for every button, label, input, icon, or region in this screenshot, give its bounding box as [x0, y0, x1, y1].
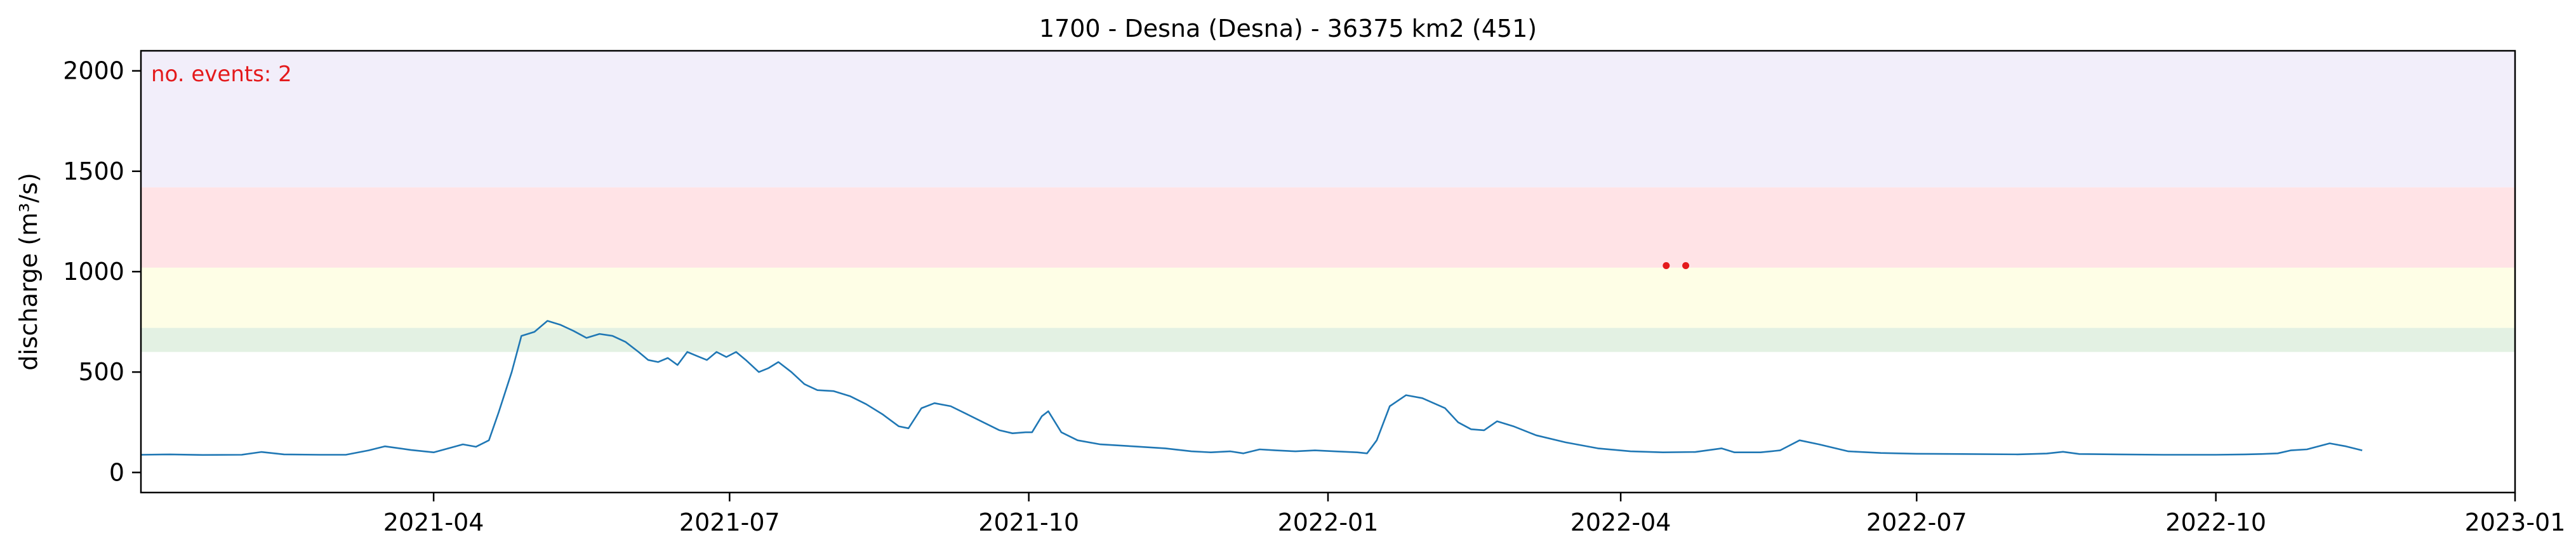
threshold-band-3 [141, 187, 2515, 268]
series-layer [140, 320, 2363, 456]
x-axis: 2021-04 2021-07 2021-10 2022-01 2022-04 2022-… [383, 493, 2566, 536]
y-tick-label-2: 500 [78, 358, 124, 386]
y-tick-label-3: 1000 [63, 258, 124, 286]
threshold-band-1 [141, 328, 2515, 352]
event-marker-2 [1682, 262, 1690, 270]
y-axis-label: discharge (m³/s) [15, 173, 43, 371]
x-tick-label-6: 2022-07 [1866, 508, 1967, 536]
threshold-band-4 [141, 51, 2515, 188]
threshold-band-2 [141, 267, 2515, 328]
x-tick-label-7: 2022-10 [2165, 508, 2266, 536]
events-annotation: no. events: 2 [151, 62, 292, 87]
x-tick-label-5: 2022-04 [1570, 508, 1671, 536]
threshold-bands [141, 51, 2515, 352]
x-tick-label-3: 2021-10 [978, 508, 1079, 536]
x-tick-label-8: 2023-01 [2465, 508, 2566, 536]
y-axis: 0 500 1000 1500 2000 [63, 57, 141, 486]
y-tick-label-4: 1500 [63, 157, 124, 185]
event-marker-1 [1663, 262, 1670, 270]
chart-title: 1700 - Desna (Desna) - 36375 km2 (451) [1039, 15, 1537, 43]
discharge-series-line [140, 320, 2363, 456]
event-markers [1663, 262, 1690, 270]
x-tick-label-4: 2022-01 [1278, 508, 1379, 536]
y-tick-label-5: 2000 [63, 57, 124, 85]
x-tick-label-1: 2021-04 [383, 508, 484, 536]
y-tick-label-1: 0 [109, 458, 124, 486]
x-tick-label-2: 2021-07 [679, 508, 780, 536]
